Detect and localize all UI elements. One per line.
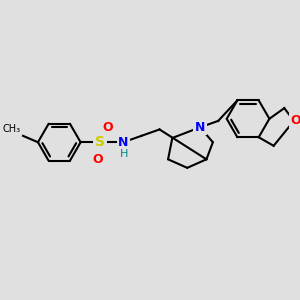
Text: S: S xyxy=(95,135,105,149)
Text: CH₃: CH₃ xyxy=(3,124,21,134)
Text: O: O xyxy=(290,114,300,128)
Text: O: O xyxy=(102,121,112,134)
Text: H: H xyxy=(120,149,128,159)
Text: O: O xyxy=(92,153,103,166)
Text: N: N xyxy=(195,121,205,134)
Text: N: N xyxy=(118,136,128,149)
